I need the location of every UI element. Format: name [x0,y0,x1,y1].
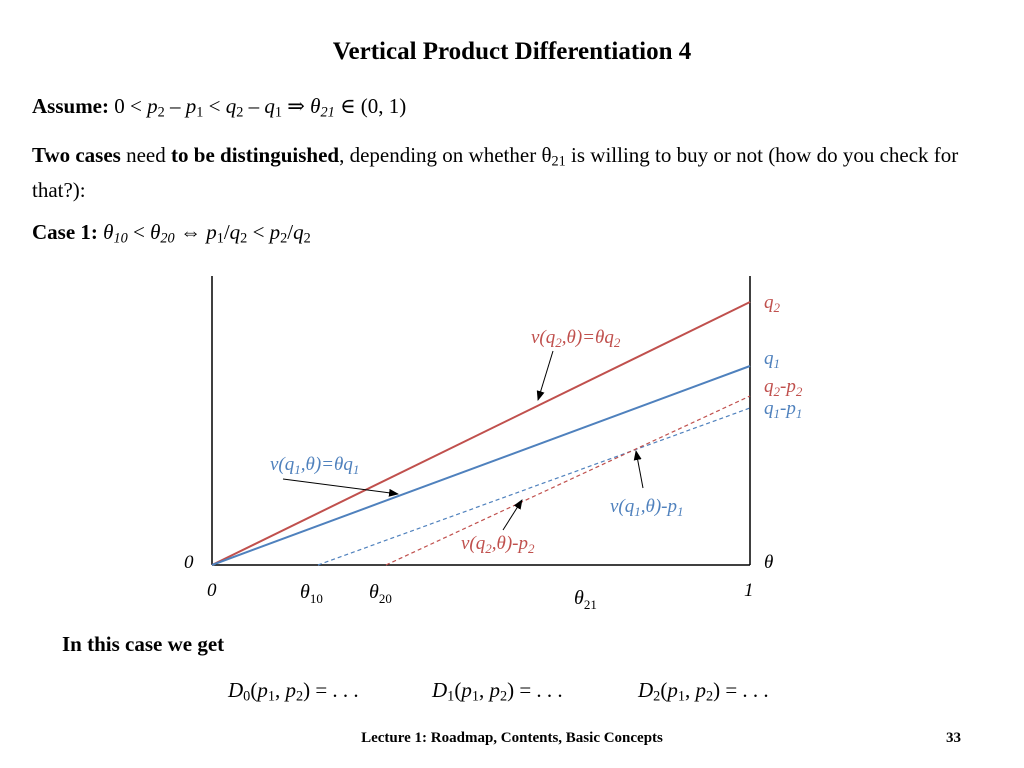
depending-text: , depending on whether θ [339,143,552,167]
origin-x-label: 0 [207,580,217,601]
line-v-q2 [211,301,751,566]
page-number: 33 [946,730,961,746]
footer-text: Lecture 1: Roadmap, Contents, Basic Conc… [361,730,663,746]
demand-d2: D2(p1, p2) = . . . [638,678,769,705]
label-v-q2: v(q2,θ)=θq2 [531,327,621,350]
right-label-q1-p1: q1-p1 [764,398,802,421]
assumption-line: Assume: 0 < p2 – p1 < q2 – q1 ⇒ θ21 ∈ (0… [32,94,407,121]
right-label-q2-p2: q2-p2 [764,376,803,399]
assume-label: Assume: [32,94,109,118]
tick-theta20: θ20 [369,581,392,606]
assumption-formula: 0 < p2 – p1 < q2 – q1 ⇒ θ21 ∈ (0, 1) [114,94,407,121]
arrow-v-q2 [536,350,554,401]
right-label-q1: q1 [764,348,780,371]
line-v-q2-minus-p2 [385,395,751,566]
demand-d0: D0(p1, p2) = . . . [228,678,359,705]
arrow-v-q1-p1 [633,450,644,489]
arrow-v-q2-p2 [502,499,523,531]
slide-title: Vertical Product Differentiation 4 [332,38,692,65]
label-v-q1-p1: v(q1,θ)-p1 [610,496,684,519]
depending-rest: is willing to buy or not (how do you che… [32,143,959,202]
two-cases-paragraph: Two cases need to be distinguished, depe… [32,138,992,208]
two-cases-bold: Two cases [32,143,121,167]
origin-y-label: 0 [184,552,194,573]
line-v-q1 [211,365,751,566]
case1-label: Case 1: [32,220,98,244]
case1-line: Case 1: θ10 < θ20 ⇔ p1/q2 < p2/q2 [32,220,311,247]
demand-d1: D1(p1, p2) = . . . [432,678,563,705]
label-v-q1: v(q1,θ)=θq1 [270,454,359,477]
need-text: need [120,143,172,167]
arrow-v-q1 [282,478,399,497]
right-label-q2: q2 [764,292,781,315]
label-v-q2-p2: v(q2,θ)-p2 [461,533,535,556]
distinguished-bold: to be distinguished [171,143,340,167]
tick-theta21: θ21 [574,587,597,612]
case1-formula: θ10 < θ20 ⇔ p1/q2 < p2/q2 [103,220,311,247]
tick-theta10: θ10 [300,581,323,606]
x-axis-theta-label: θ [764,552,773,573]
theta21-sub: 21 [551,153,566,170]
x-end-label: 1 [744,580,754,601]
in-this-case-heading: In this case we get [62,632,225,656]
